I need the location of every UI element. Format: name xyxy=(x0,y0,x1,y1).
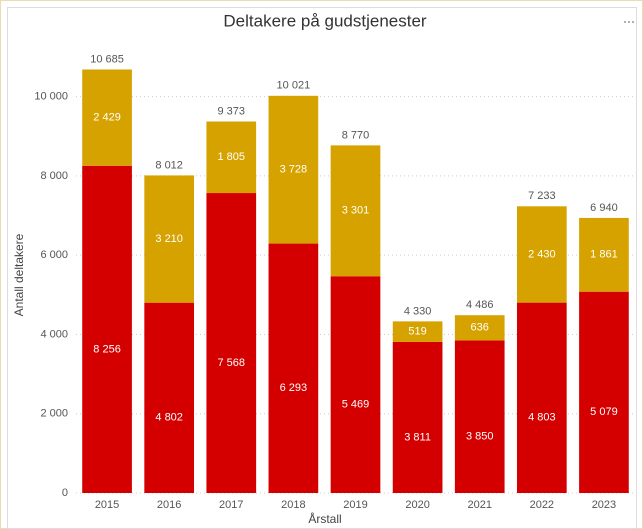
data-label: 3 811 xyxy=(404,431,431,443)
data-label: 5 079 xyxy=(590,406,618,418)
total-label: 4 330 xyxy=(404,305,432,317)
data-label: 7 568 xyxy=(218,357,246,369)
bar-segment xyxy=(579,291,629,493)
x-tick-label: 2017 xyxy=(219,499,243,511)
data-label: 3 850 xyxy=(466,431,494,443)
bar-segment xyxy=(206,193,257,494)
chart-title: Deltakere på gudstjenester xyxy=(223,11,427,30)
data-label: 6 293 xyxy=(280,382,308,394)
y-tick-label: 4 000 xyxy=(40,328,68,340)
x-tick-label: 2018 xyxy=(281,499,305,511)
data-label: 4 802 xyxy=(155,412,183,424)
bar-segment xyxy=(82,165,132,493)
total-label: 4 486 xyxy=(466,299,494,311)
bar-segment xyxy=(516,302,567,493)
x-tick-label: 2021 xyxy=(467,499,491,511)
x-axis-title: Årstall xyxy=(308,511,341,526)
bar-segment xyxy=(268,95,319,244)
x-tick-label: 2015 xyxy=(95,499,119,511)
x-tick-label: 2016 xyxy=(157,499,181,511)
y-tick-label: 0 xyxy=(62,487,68,499)
y-tick-label: 10 000 xyxy=(34,91,68,103)
bar-segment xyxy=(206,121,257,194)
bar-segment xyxy=(330,145,381,277)
data-label: 636 xyxy=(471,322,489,334)
y-axis-title: Antall deltakere xyxy=(12,233,26,316)
y-tick-label: 8 000 xyxy=(40,170,68,182)
bar-segment xyxy=(144,302,195,493)
data-label: 4 803 xyxy=(528,412,556,424)
bar-segment xyxy=(144,175,195,303)
x-tick-label: 2020 xyxy=(405,499,429,511)
x-tick-label: 2022 xyxy=(530,499,554,511)
bar-segment xyxy=(268,243,319,493)
data-label: 3 210 xyxy=(155,233,183,245)
data-label: 519 xyxy=(408,326,426,338)
total-label: 8 770 xyxy=(342,129,370,141)
bar-segment xyxy=(579,217,629,292)
bar-segment xyxy=(392,341,443,493)
data-label: 5 469 xyxy=(342,399,370,411)
data-label: 3 301 xyxy=(342,205,370,217)
data-label: 8 256 xyxy=(93,343,121,355)
data-label: 1 805 xyxy=(218,151,246,163)
data-label: 2 429 xyxy=(93,112,121,124)
bar-segment xyxy=(330,276,381,493)
total-label: 10 021 xyxy=(277,80,311,92)
bar-segment xyxy=(454,315,505,341)
data-label: 3 728 xyxy=(280,164,308,176)
total-label: 10 685 xyxy=(90,53,124,65)
more-options[interactable] xyxy=(624,21,634,23)
bar-segment xyxy=(516,206,567,303)
y-tick-label: 6 000 xyxy=(40,249,68,261)
data-label: 1 861 xyxy=(590,249,618,261)
data-label: 2 430 xyxy=(528,248,556,260)
bar-segment xyxy=(392,321,443,342)
total-label: 6 940 xyxy=(590,202,618,214)
bar-segment xyxy=(454,340,505,493)
bar-segment xyxy=(82,69,132,166)
total-label: 9 373 xyxy=(218,105,246,117)
total-label: 7 233 xyxy=(528,190,556,202)
x-tick-label: 2023 xyxy=(592,499,616,511)
x-tick-label: 2019 xyxy=(343,499,367,511)
y-tick-label: 2 000 xyxy=(40,408,68,420)
total-label: 8 012 xyxy=(155,159,183,171)
